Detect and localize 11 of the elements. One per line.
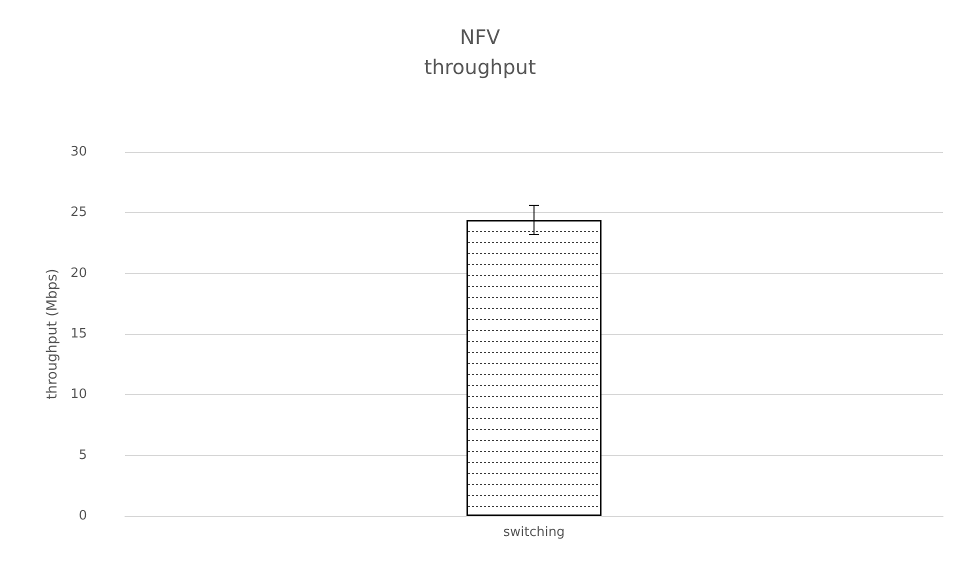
- y-tick-label: 30: [70, 144, 87, 160]
- y-tick-label: 25: [70, 205, 87, 220]
- y-tick-label: 15: [70, 326, 87, 342]
- chart-title: NFV: [460, 25, 500, 49]
- y-tick-label: 5: [78, 448, 87, 463]
- y-axis-title: throughput (Mbps): [44, 268, 61, 400]
- chart-subtitle: throughput: [424, 55, 536, 79]
- y-tick-label: 10: [70, 387, 87, 402]
- y-tick-label: 20: [70, 266, 87, 281]
- x-tick-label: switching: [503, 525, 565, 540]
- y-tick-label: 0: [78, 508, 87, 524]
